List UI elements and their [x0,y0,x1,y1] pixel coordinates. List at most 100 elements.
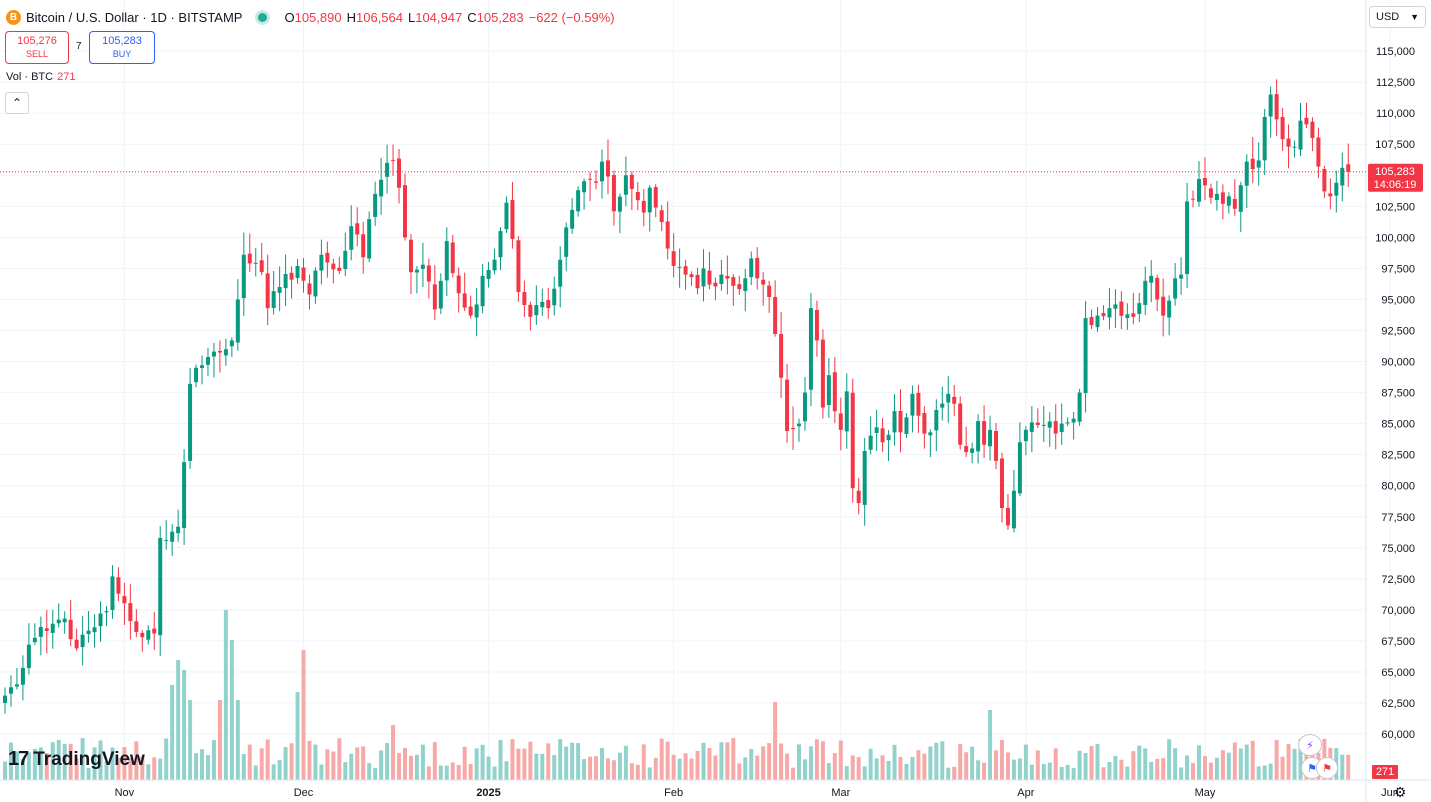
candle-body [850,392,855,489]
candle-body [319,254,324,271]
candle-body [146,630,151,640]
candle-body [1226,196,1231,206]
gear-icon[interactable]: ⚙ [1393,784,1407,800]
volume-bar [767,743,772,780]
volume-bar [552,755,557,780]
tradingview-logo[interactable]: 17 TradingView [8,748,145,771]
candle-body [695,274,700,289]
y-tick-label: 82,500 [1381,450,1415,462]
volume-bar [1173,748,1178,780]
lightning-event-icon[interactable]: ⚡ [1298,734,1322,756]
grid [0,0,1391,780]
volume-bar [391,725,396,780]
candle-body [456,275,461,294]
candle-body [713,282,718,287]
candle-body [689,274,694,278]
candle-body [928,432,933,436]
sell-button[interactable]: 105,276 SELL [5,31,69,64]
candle-body [367,219,372,259]
volume-bar [659,738,664,780]
volume-bar [247,744,252,780]
candle-body [1220,192,1225,204]
candle-body [749,258,754,278]
volume-bar [8,742,13,780]
volume-bar [289,743,294,780]
symbol-header[interactable]: B Bitcoin / U.S. Dollar · 1D · BITSTAMP … [6,7,615,27]
candle-body [1143,280,1148,306]
volume-bar [940,741,945,780]
volume-bar [1053,748,1058,780]
volume-bar [1268,763,1273,780]
candle-body [958,403,963,445]
volume-bar [1077,750,1082,780]
buy-button[interactable]: 105,283 BUY [89,31,155,64]
volume-bar [892,744,897,780]
candle-body [623,175,628,195]
volume-bar [426,766,431,780]
candle-body [74,639,79,649]
candle-body [223,349,228,356]
candle-body [1161,296,1166,316]
candle-body [1071,418,1076,423]
candle-body [86,630,91,635]
currency-selector[interactable]: USD ▼ [1369,6,1426,28]
candle-body [1286,138,1291,147]
volume-bar [56,739,61,780]
volume-bar [510,739,515,780]
candle-body [98,613,103,627]
volume-bar [1226,752,1231,780]
volume-bar [1071,767,1076,780]
volume-bar [988,710,993,780]
candle-body [504,202,509,230]
volume-bar [146,764,151,780]
volume-bar [504,761,509,780]
candle-body [259,260,264,273]
y-tick-label: 115,000 [1376,46,1415,58]
volume-bars [3,610,1351,780]
candle-body [38,626,43,637]
volume-bar [1023,744,1028,780]
volume-bar [958,744,963,780]
candle-body [826,375,831,406]
collapse-legend-button[interactable]: ⌃ [5,92,29,114]
volume-legend[interactable]: Vol · BTC 271 [6,71,75,83]
candle-body [247,253,252,264]
volume-bar [570,742,575,780]
chevron-up-icon: ⌃ [11,96,23,110]
volume-bar [713,755,718,780]
volume-bar [20,759,25,780]
candle-body [1316,137,1321,167]
volume-bar [743,757,748,780]
change-value: −622 (−0.59%) [528,9,615,25]
y-tick-label: 67,500 [1381,636,1415,648]
volume-bar [1346,754,1351,780]
us-flag-event-icon-2[interactable]: ⚑ [1316,757,1338,779]
candle-body [868,435,873,450]
volume-bar [492,766,497,780]
volume-bar [164,738,169,780]
volume-bar [611,760,616,780]
candle-body [874,427,879,433]
high-value: 106,564 [355,9,403,25]
volume-bar [761,746,766,780]
volume-bar [880,755,885,780]
volume-bar [1137,745,1142,780]
y-tick-label: 85,000 [1381,419,1415,431]
candle-body [337,267,342,271]
candle-body [194,367,199,383]
volume-bar [1340,754,1345,780]
symbol-title[interactable]: Bitcoin / U.S. Dollar · 1D · BITSTAMP [26,9,243,25]
candle-body [128,603,133,622]
candle-body [594,181,599,183]
volume-bar [1155,758,1160,780]
volume-bar [1149,761,1154,780]
candle-body [1029,422,1034,432]
volume-bar [1101,767,1106,780]
candle-body [343,250,348,270]
volume-bar [98,740,103,780]
y-tick-label: 70,000 [1381,605,1415,617]
x-tick-label: Feb [664,787,683,799]
y-tick-label: 72,500 [1381,574,1415,586]
candle-body [80,634,85,648]
